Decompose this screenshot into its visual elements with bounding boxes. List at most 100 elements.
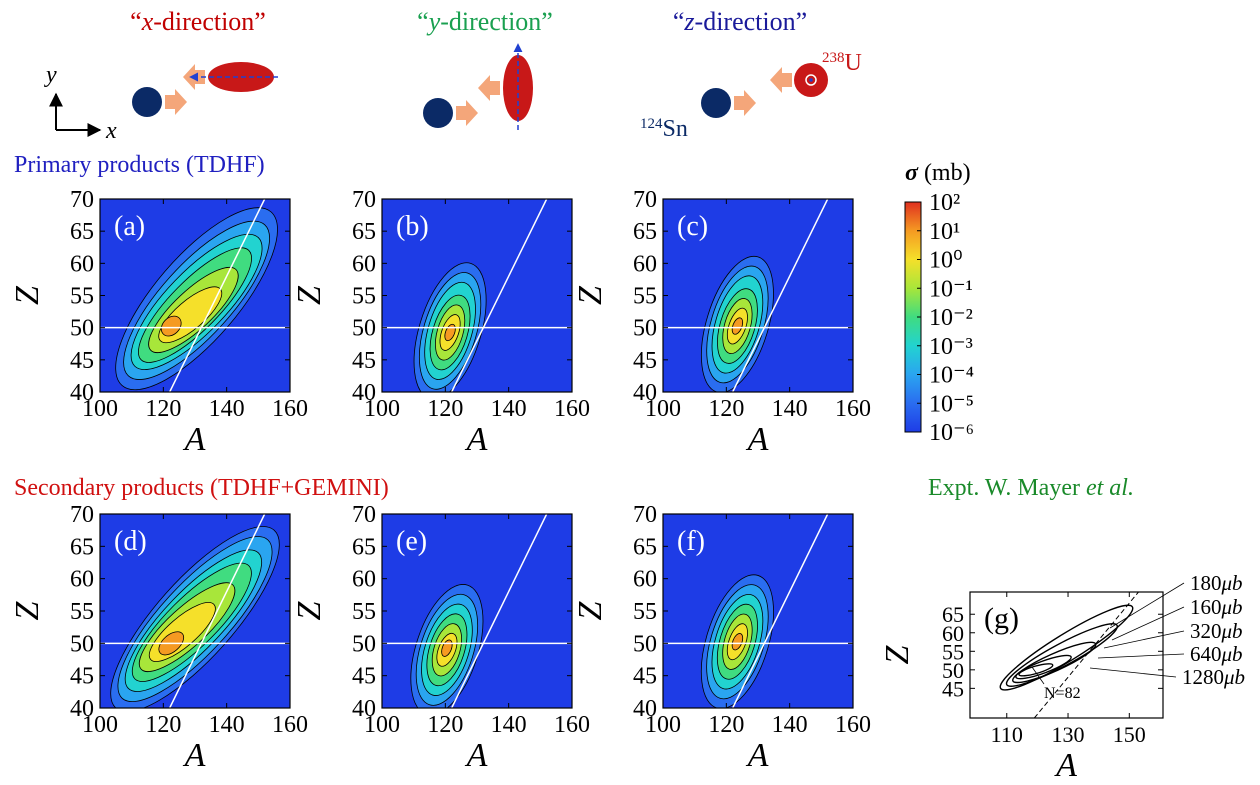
y-tick-label: 40 [352,380,376,406]
contour [1005,623,1118,687]
x-tick-label: 100 [364,712,400,738]
diagram-x [132,62,278,117]
plot-area [100,199,290,392]
frame-axes: y x [44,62,117,144]
y-axis-label: Z [572,600,609,620]
leader-line [1103,630,1185,649]
direction: -direction” [440,7,553,36]
colorbar-tick-label: 10⁻⁴ [929,363,974,389]
orientation-title: “y-direction” [417,7,553,36]
level-label: 640μb [1190,642,1243,666]
x-tick-label: 160 [554,396,590,422]
y-tick-label: 55 [633,599,657,625]
x-axis-label: A [183,421,206,458]
quote: “ [673,7,685,36]
x-tick-label: 100 [82,396,118,422]
level-unit: μb [1221,619,1243,643]
y-tick-label: 40 [70,380,94,406]
target-label: 238U [822,50,862,76]
n-line [731,514,829,708]
y-tick-label: 70 [633,187,657,213]
panel-label: (b) [396,211,429,242]
y-tick-label: 65 [633,219,657,245]
y-tick-label: 55 [352,284,376,310]
x-tick-label: 140 [772,712,808,738]
level-value: 320 [1190,619,1222,643]
x-tick-label: 120 [145,396,181,422]
x-tick-label: 160 [272,712,308,738]
x-tick-label: 120 [427,712,463,738]
y-axis-label: Z [572,285,609,305]
annotation: N=82 [1044,685,1081,702]
colorbar-tick-label: 10⁻⁶ [929,420,974,446]
level-value: 640 [1190,642,1222,666]
colorbar-tick-label: 10² [929,190,960,216]
y-tick-label: 45 [70,664,94,690]
n-line [450,514,548,708]
plot-area [382,514,572,708]
y-tick-label: 70 [70,187,94,213]
projectile-label: 124Sn [640,116,688,142]
y-axis-label: Z [291,600,328,620]
y-axis-label: Z [291,285,328,305]
x-axis-label: A [1054,747,1077,784]
y-tick-label: 60 [633,567,657,593]
mass: 238 [822,50,845,66]
y-tick-label: 45 [633,664,657,690]
y-tick-label: 50 [70,631,94,657]
y-tick-label: 65 [633,534,657,560]
x-tick-label: 110 [991,722,1023,747]
x-axis-label: A [465,737,488,774]
axis-x: x [105,118,117,144]
plot-area [663,514,853,708]
axis-y: y [44,62,57,88]
leader-line [1089,667,1177,678]
expt-italic: et al. [1086,475,1134,501]
y-tick-label: 55 [942,639,964,664]
x-tick-label: 150 [1113,722,1146,747]
contour [1015,654,1072,680]
panel: 100 120 140 160 40 45 50 55 60 65 70 A Z (f) [572,502,871,774]
y-tick-label: 45 [352,664,376,690]
level-unit: μb [1221,595,1243,619]
contour [160,315,182,337]
y-tick-label: 45 [633,348,657,374]
level-value: 180 [1190,571,1222,595]
y-tick-label: 65 [70,534,94,560]
y-tick-label: 45 [352,348,376,374]
y-axis-label: Z [9,600,46,620]
y-tick-label: 40 [70,696,94,722]
y-tick-label: 55 [70,284,94,310]
axis: x [141,7,154,36]
leader-line [1111,606,1185,641]
y-tick-label: 70 [352,502,376,528]
x-tick-label: 140 [772,396,808,422]
panel: 100 120 140 160 40 45 50 55 60 65 70 A Z (c) [572,187,871,458]
x-tick-label: 130 [1052,722,1085,747]
y-tick-label: 60 [352,251,376,277]
level-label: 180μb [1190,571,1243,595]
n-line [731,199,829,392]
x-tick-label: 140 [491,396,527,422]
y-tick-label: 55 [70,599,94,625]
leader-line [1031,666,1045,685]
y-tick-label: 50 [352,631,376,657]
x-axis-label: A [465,421,488,458]
x-tick-label: 100 [645,712,681,738]
y-tick-label: 45 [942,676,964,701]
y-tick-label: 40 [352,696,376,722]
colorbar-tick-label: 10⁻⁵ [929,391,974,417]
n-line [450,199,548,392]
x-tick-label: 120 [708,396,744,422]
y-tick-label: 50 [352,316,376,342]
y-axis-label: Z [9,285,46,305]
direction: -direction” [153,7,266,36]
direction: -direction” [695,7,808,36]
diagram-y [423,43,533,130]
n-line [1033,592,1139,718]
leader-line [1097,653,1185,659]
x-tick-label: 120 [145,712,181,738]
colorbar-tick-label: 10⁰ [929,248,963,274]
